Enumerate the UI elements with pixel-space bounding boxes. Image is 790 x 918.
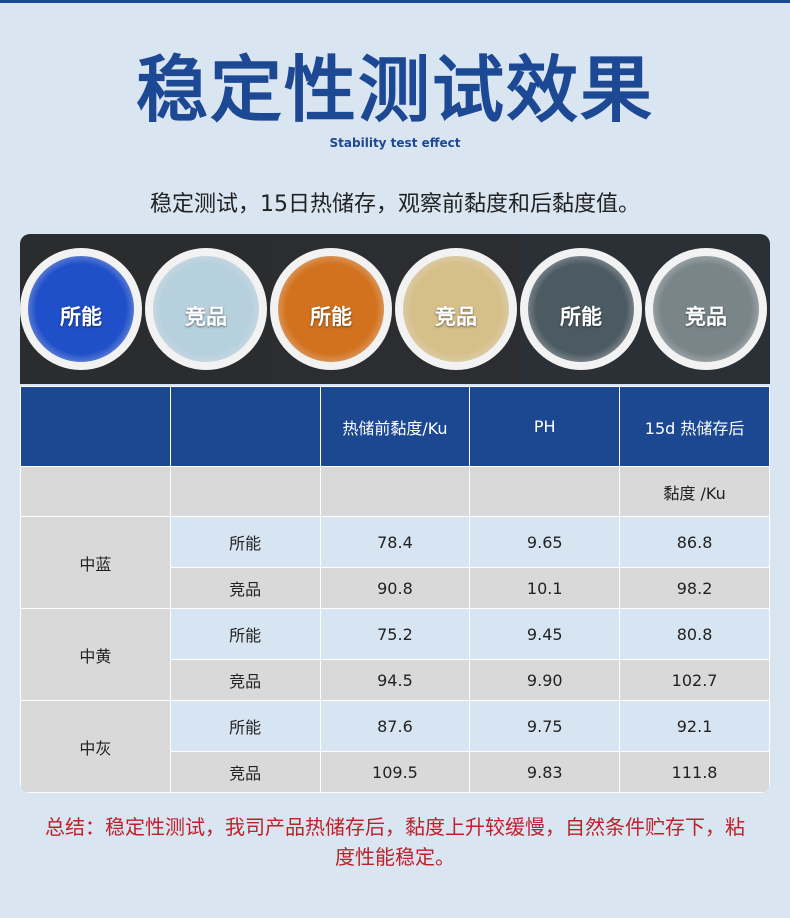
paint-bowl: 所能 bbox=[520, 248, 642, 370]
color-group-cell: 中蓝 bbox=[20, 516, 171, 609]
value-cell: 80.8 bbox=[619, 608, 770, 660]
paint-bowl: 竞品 bbox=[395, 248, 517, 370]
color-group-cell: 中黄 bbox=[20, 608, 171, 701]
page-subtitle: Stability test effect bbox=[329, 136, 461, 150]
bowl-label: 所能 bbox=[560, 305, 602, 329]
bowl-label: 竞品 bbox=[435, 305, 477, 329]
table-row: 竞品 94.5 9.90 102.7 bbox=[21, 659, 770, 701]
subheader-cell bbox=[469, 466, 621, 517]
header-cell bbox=[169, 386, 321, 467]
product-cell: 竞品 bbox=[169, 751, 321, 793]
product-cell: 竞品 bbox=[169, 659, 321, 701]
value-cell: 9.90 bbox=[469, 659, 621, 701]
table-row: 竞品 109.5 9.83 111.8 bbox=[21, 751, 770, 793]
table-row: 中黄 所能 75.2 9.45 80.8 bbox=[20, 608, 770, 701]
paint-bowl: 竞品 bbox=[145, 248, 267, 370]
value-cell: 111.8 bbox=[619, 751, 770, 793]
subheader-cell bbox=[319, 466, 471, 517]
table-row: 中蓝 所能 78.4 9.65 86.8 bbox=[20, 516, 770, 609]
header-after-storage: 15d 热储存后 bbox=[619, 386, 770, 467]
paint-bowl: 竞品 bbox=[645, 248, 767, 370]
stability-table: 热储前黏度/Ku PH 15d 热储存后 黏度 /Ku 中蓝 所能 78.4 9.65… bbox=[20, 386, 770, 793]
header-viscosity-before: 热储前黏度/Ku bbox=[319, 386, 471, 467]
product-cell: 所能 bbox=[169, 608, 321, 660]
value-cell: 10.1 bbox=[469, 567, 621, 609]
value-cell: 98.2 bbox=[619, 567, 770, 609]
value-cell: 9.75 bbox=[469, 700, 621, 752]
value-cell: 75.2 bbox=[319, 608, 471, 660]
value-cell: 87.6 bbox=[319, 700, 471, 752]
top-line bbox=[0, 0, 790, 3]
comparison-photo: 所能 竞品 所能 竞品 所能 竞品 bbox=[20, 234, 770, 384]
bowl-label: 所能 bbox=[60, 305, 102, 329]
value-cell: 86.8 bbox=[619, 516, 770, 568]
value-cell: 92.1 bbox=[619, 700, 770, 752]
value-cell: 94.5 bbox=[319, 659, 471, 701]
value-cell: 102.7 bbox=[619, 659, 770, 701]
subheader-cell bbox=[20, 466, 171, 517]
subheader-viscosity: 黏度 /Ku bbox=[619, 466, 770, 517]
value-cell: 109.5 bbox=[319, 751, 471, 793]
color-group-cell: 中灰 bbox=[20, 700, 171, 793]
bowl-label: 所能 bbox=[310, 305, 352, 329]
photo-panel: 所能 竞品 bbox=[520, 234, 770, 384]
header-cell bbox=[20, 386, 171, 467]
table-row: 中灰 所能 87.6 9.75 92.1 bbox=[20, 700, 770, 793]
page-title: 稳定性测试效果 bbox=[135, 48, 654, 132]
value-cell: 9.45 bbox=[469, 608, 621, 660]
value-cell: 90.8 bbox=[319, 567, 471, 609]
value-cell: 9.83 bbox=[469, 751, 621, 793]
paint-bowl: 所能 bbox=[20, 248, 142, 370]
value-cell: 78.4 bbox=[319, 516, 471, 568]
product-cell: 所能 bbox=[169, 516, 321, 568]
photo-panel: 所能 竞品 bbox=[270, 234, 520, 384]
summary-text: 总结：稳定性测试，我司产品热储存后，黏度上升较缓慢，自然条件贮存下，粘度性能稳定… bbox=[45, 815, 745, 869]
intro-text: 稳定测试，15日热储存，观察前黏度和后黏度值。 bbox=[150, 192, 640, 217]
header-ph: PH bbox=[469, 386, 621, 467]
product-cell: 竞品 bbox=[169, 567, 321, 609]
product-cell: 所能 bbox=[169, 700, 321, 752]
bowl-label: 竞品 bbox=[185, 305, 227, 329]
bowl-label: 竞品 bbox=[685, 305, 727, 329]
photo-panel: 所能 竞品 bbox=[20, 234, 270, 384]
subheader-cell bbox=[169, 466, 321, 517]
table-row: 竞品 90.8 10.1 98.2 bbox=[21, 567, 770, 609]
paint-bowl: 所能 bbox=[270, 248, 392, 370]
value-cell: 9.65 bbox=[469, 516, 621, 568]
